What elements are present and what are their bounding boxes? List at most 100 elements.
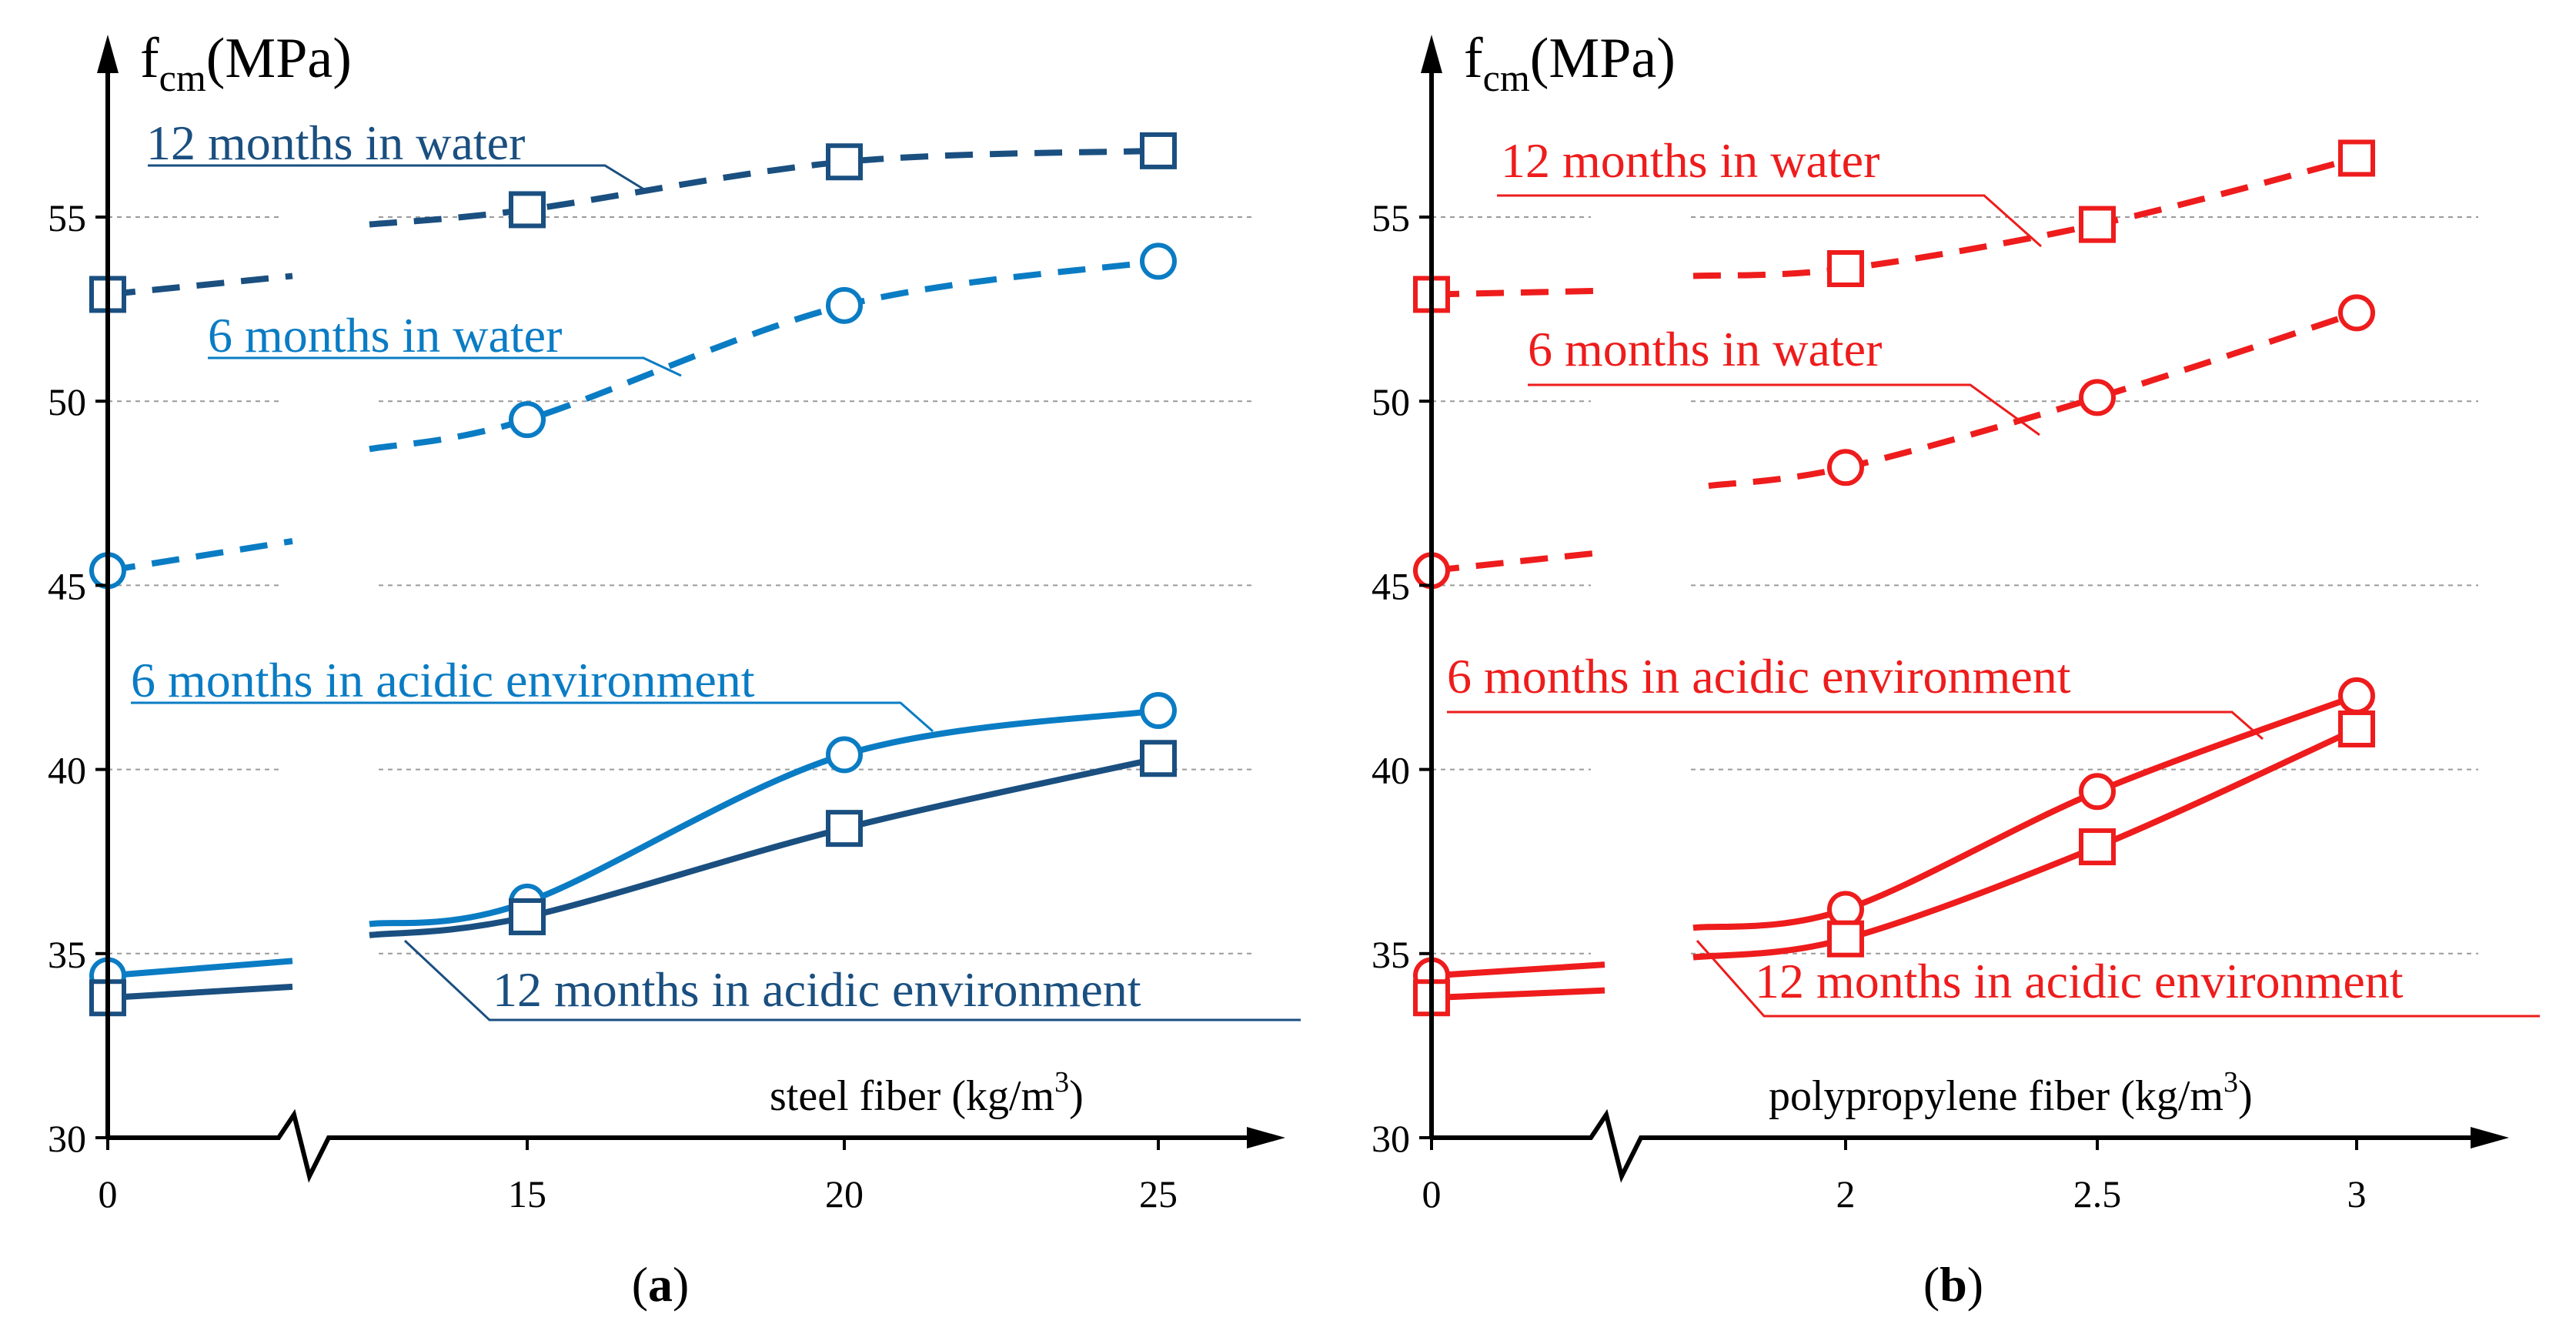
panel-label-close: ): [673, 1257, 689, 1312]
data-point-circle: [2338, 677, 2375, 714]
series-line: [369, 755, 1159, 938]
x-tick-label: 3: [2347, 1172, 2367, 1215]
data-point-square: [1827, 920, 1864, 958]
series-line-segment: [1431, 287, 1605, 298]
x-axis-arrow: [2471, 1127, 2509, 1148]
panel-label-open: (: [632, 1257, 648, 1312]
series-labels: 12 months in water 6 months in water 6 mon…: [1447, 133, 2540, 1018]
series-label-leader: [1447, 710, 2264, 741]
data-point-circle: [826, 286, 863, 324]
series-label-leader: [131, 701, 934, 733]
y-axis-title: fcm(MPa): [1464, 27, 1676, 99]
panel-label-open: (: [1923, 1257, 1940, 1312]
series-label: 12 months in water: [146, 115, 525, 170]
series-line-segment: [1431, 549, 1605, 574]
series-label-leader: [403, 939, 1301, 1021]
series-line-segment: [1431, 961, 1605, 979]
series-label: 12 months in acidic environment: [493, 962, 1141, 1017]
x-axis-title-main: polypropylene fiber (kg/m: [1769, 1072, 2224, 1120]
y-axis-title-main: f: [140, 27, 159, 90]
plot-area: [89, 132, 1177, 1017]
panel-label-letter: b: [1940, 1257, 1967, 1312]
series-label: 6 months in acidic environment: [1447, 649, 2071, 704]
y-tick-label: 50: [48, 380, 86, 423]
x-axis-title-sup: 3: [1054, 1066, 1069, 1098]
chart-panel-a: 30 35 40 45 50 55 0 15 20 25 fcm(MPa) steel fiber (…: [48, 27, 1301, 1312]
x-tick-label: 25: [1139, 1172, 1178, 1215]
y-tick-label: 50: [1372, 380, 1410, 423]
x-tick-label: 0: [1422, 1172, 1442, 1215]
series-label-leader: [1528, 383, 2040, 436]
chart-panel-b: 30 35 40 45 50 55 0 2 2.5 3 fcm(MPa) polypropylene …: [1372, 27, 2540, 1312]
data-point-square: [509, 191, 546, 229]
data-point-square: [509, 898, 546, 935]
x-tick-label: 2.5: [2073, 1172, 2122, 1215]
x-tick-label: 2: [1836, 1172, 1856, 1215]
series-label: 6 months in water: [1528, 322, 1882, 376]
series-line-segment: [107, 958, 293, 979]
y-axis-title-unit: (MPa): [1530, 27, 1676, 90]
data-point-circle: [2338, 294, 2375, 332]
panel-label-close: ): [1967, 1257, 1983, 1312]
y-axis-title-main: f: [1464, 27, 1483, 90]
series-line-segment: [107, 538, 293, 574]
x-axis-title-main: steel fiber (kg/m: [770, 1072, 1054, 1120]
data-point-square: [1140, 740, 1177, 777]
x-tick-label: 15: [508, 1172, 546, 1215]
x-axis-line: [108, 1108, 1262, 1183]
series-line-segment: [107, 983, 293, 1001]
series-label-leader: [208, 356, 682, 377]
data-point-square: [2079, 206, 2116, 243]
panel-label: (a): [632, 1257, 690, 1312]
series-line: [369, 707, 1159, 928]
y-axis-arrow: [97, 35, 119, 73]
series-label-leader: [1696, 940, 2540, 1018]
y-tick-label: 40: [1372, 749, 1410, 792]
series-line: [369, 258, 1159, 453]
y-tick-label: 55: [1372, 196, 1410, 239]
y-tick-label: 45: [1372, 564, 1410, 607]
series-labels: 12 months in water 6 months in water 6 mon…: [131, 115, 1301, 1021]
x-axis-title-close: ): [1069, 1072, 1084, 1120]
series-line: [369, 147, 1159, 228]
x-axis-line: [1432, 1108, 2486, 1183]
series-label: 12 months in acidic environment: [1755, 954, 2404, 1008]
x-axis-title-close: ): [2238, 1072, 2253, 1120]
y-axis-title: fcm(MPa): [140, 27, 352, 99]
y-tick-label: 45: [48, 564, 86, 607]
x-axis-title-sup: 3: [2224, 1066, 2238, 1098]
y-tick-label: 55: [48, 196, 86, 239]
axes: 30 35 40 45 50 55 0 15 20 25 fcm(MPa) steel fiber (…: [48, 27, 1285, 1312]
panel-label-letter: a: [648, 1257, 673, 1312]
y-axis-title-unit: (MPa): [206, 27, 352, 90]
data-point-circle: [509, 401, 546, 439]
series-label-leader: [1497, 194, 2042, 248]
x-axis-title: steel fiber (kg/m3): [770, 1066, 1084, 1120]
y-tick-label: 35: [1372, 933, 1410, 976]
series-label-leader: [148, 164, 647, 192]
series-line: [1692, 693, 2358, 931]
x-axis-arrow: [1247, 1127, 1285, 1148]
data-point-square: [2338, 139, 2375, 177]
series-label: 12 months in water: [1501, 133, 1879, 188]
series-line: [1692, 726, 2358, 961]
axes: 30 35 40 45 50 55 0 2 2.5 3 fcm(MPa) polypropylene …: [1372, 27, 2509, 1312]
x-tick-label: 20: [825, 1172, 864, 1215]
data-point-circle: [1140, 242, 1177, 280]
x-axis-title: polypropylene fiber (kg/m3): [1769, 1066, 2253, 1120]
y-tick-label: 30: [1372, 1117, 1410, 1160]
data-point-circle: [2079, 379, 2116, 416]
y-tick-label: 30: [48, 1117, 86, 1160]
data-point-square: [2338, 710, 2375, 747]
series-line-segment: [1431, 987, 1605, 1001]
data-point-circle: [1827, 449, 1864, 486]
panel-label: (b): [1923, 1257, 1983, 1312]
series-label: 6 months in water: [208, 308, 562, 363]
series-line: [1708, 309, 2358, 490]
data-point-square: [2079, 828, 2116, 866]
y-axis-arrow: [1421, 35, 1442, 73]
y-axis-title-sub: cm: [1483, 56, 1530, 99]
series-line-segment: [107, 272, 293, 298]
plot-area: [1413, 139, 2375, 1017]
